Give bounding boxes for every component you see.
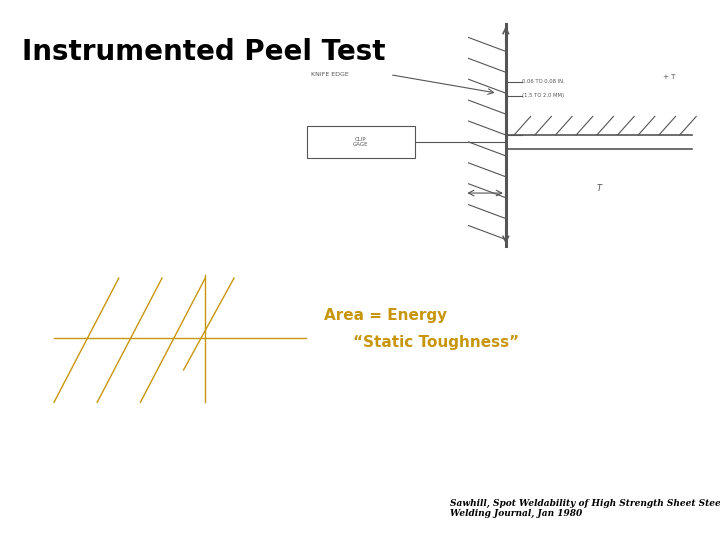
Text: Sawhill, Spot Weldability of High Strength Sheet Steel",
Welding Journal, Jan 19: Sawhill, Spot Weldability of High Streng… [450,499,720,518]
Text: 0.06 TO 0.08 IN.: 0.06 TO 0.08 IN. [523,79,565,84]
Text: Instrumented Peel Test: Instrumented Peel Test [22,38,385,66]
Text: + T: + T [663,74,675,80]
Text: KNIFE EDGE: KNIFE EDGE [311,72,349,77]
Text: T: T [597,184,602,193]
Bar [307,126,415,158]
Text: (1.5 TO 2.0 MM): (1.5 TO 2.0 MM) [523,93,564,98]
Text: CLIP
GAGE: CLIP GAGE [353,137,369,147]
Text: Area = Energy: Area = Energy [324,308,447,323]
Text: “Static Toughness”: “Static Toughness” [353,335,519,350]
